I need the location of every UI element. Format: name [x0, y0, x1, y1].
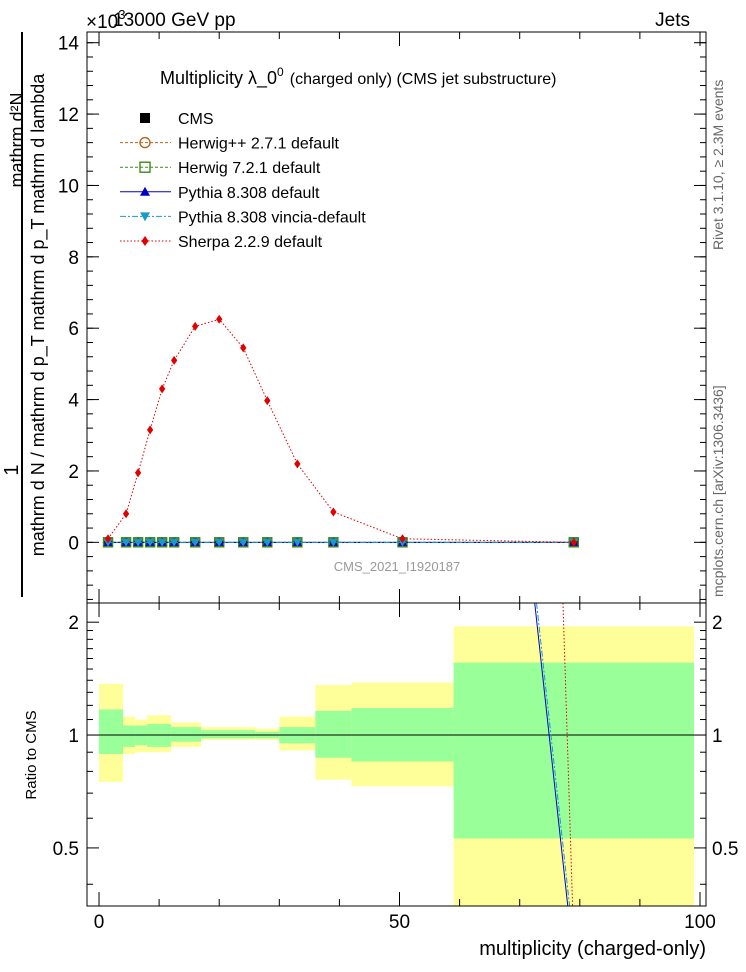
legend-label: CMS — [178, 111, 214, 128]
ratio-y-axis-label: Ratio to CMS — [23, 710, 40, 799]
ratio-band-inner — [201, 730, 256, 739]
data-point — [330, 507, 337, 517]
y-tick-label: 6 — [68, 319, 79, 340]
data-point — [140, 113, 150, 123]
legend: CMS Herwig++ 2.7.1 default Herwig 7.2.1 de… — [120, 111, 366, 251]
x-tick-label: 100 — [684, 912, 716, 933]
mcplots-label: mcplots.cern.ch [arXiv:1306.3436] — [710, 385, 726, 597]
legend-entry: Sherpa 2.2.9 default — [120, 234, 323, 251]
data-point — [169, 538, 179, 547]
data-point — [134, 468, 142, 478]
data-point — [399, 534, 406, 544]
data-point — [328, 538, 338, 547]
legend-label: Pythia 8.308 default — [178, 185, 320, 202]
main-y-axis-label: 1 mathrm d²N mathrm d N / mathrm d p_T m… — [1, 32, 49, 597]
data-point — [262, 538, 272, 547]
legend-label: Herwig 7.2.1 default — [178, 160, 321, 177]
y-tick-label: 8 — [68, 248, 79, 269]
legend-entry: Pythia 8.308 vincia-default — [120, 209, 366, 226]
ratio-plot-frame — [86, 602, 707, 907]
data-point — [190, 538, 200, 547]
ratio-y-tick-label: 0.5 — [53, 839, 79, 860]
rivet-version-label: Rivet 3.1.10, ≥ 2.3M events — [710, 80, 726, 250]
data-point — [192, 321, 199, 331]
ratio-line — [534, 602, 569, 907]
y-tick-label: 14 — [58, 34, 80, 55]
data-point — [121, 538, 131, 547]
energy-label: 13000 GeV pp — [113, 10, 236, 31]
series-line — [107, 318, 574, 543]
ratio-line-layer — [534, 602, 574, 907]
legend-label: Sherpa 2.2.9 default — [178, 234, 323, 251]
main-series-layer — [102, 314, 579, 548]
series-pythia-8-308-vincia-default — [103, 538, 579, 547]
y-tick-label: 0 — [68, 533, 79, 554]
ratio-line — [562, 602, 574, 907]
ratio-y-tick-label: 1 — [68, 726, 79, 747]
x-axis-label: multiplicity (charged-only) — [479, 938, 706, 960]
data-point — [146, 425, 154, 435]
legend-label: Pythia 8.308 vincia-default — [178, 209, 366, 226]
legend-entry: CMS — [140, 111, 214, 128]
data-point — [141, 236, 149, 246]
data-point — [157, 538, 167, 547]
y-tick-label: 4 — [68, 391, 79, 412]
ylabel-prefix: 1 — [1, 464, 23, 475]
ratio-band-inner — [171, 727, 202, 742]
ylabel-numerator: mathrm d²N — [7, 92, 27, 187]
y-tick-label: 2 — [68, 462, 79, 483]
legend-entry: Pythia 8.308 default — [120, 185, 320, 202]
ratio-y-tick-label-right: 2 — [712, 613, 723, 634]
data-point — [238, 538, 248, 547]
y-tick-label: 12 — [58, 105, 79, 126]
series-sherpa-2-2-9-default — [104, 314, 577, 547]
exponent-label: ×103 — [86, 7, 125, 33]
category-label: Jets — [655, 10, 690, 31]
y-tick-label: 10 — [58, 176, 79, 197]
ylabel-denominator-outer: mathrm d N / mathrm d p_T mathrm d p_T m… — [28, 73, 49, 556]
data-point — [122, 509, 130, 519]
ratio-y-tick-label-right: 1 — [712, 726, 723, 747]
data-point — [104, 534, 112, 544]
data-point — [264, 396, 271, 406]
data-point — [145, 538, 155, 547]
data-point — [216, 314, 223, 324]
data-point — [139, 161, 151, 173]
ratio-band-layer — [87, 626, 706, 906]
ratio-y-tick-label-right: 0.5 — [712, 839, 738, 860]
data-point — [294, 459, 301, 469]
data-point — [158, 384, 166, 394]
legend-entry: Herwig 7.2.1 default — [120, 160, 321, 177]
ratio-band-inner — [453, 662, 694, 839]
x-tick-label: 50 — [389, 912, 410, 933]
data-point — [570, 537, 577, 547]
data-point — [139, 136, 151, 149]
ratio-line — [536, 602, 571, 907]
data-point — [133, 538, 143, 547]
data-point — [292, 538, 302, 547]
ratio-band-inner — [123, 725, 136, 747]
plot-title: Multiplicity λ_00 (charged only) (CMS jet… — [160, 65, 557, 89]
data-point — [170, 355, 178, 365]
data-point — [140, 212, 150, 222]
main-axis-ticks: 0 2 4 6 8 10 12 14 — [58, 32, 706, 603]
ratio-band-inner — [99, 709, 124, 755]
legend-entry: Herwig++ 2.7.1 default — [120, 136, 340, 153]
ratio-y-tick-label: 2 — [68, 613, 79, 634]
ratio-band-inner — [315, 710, 352, 758]
data-point — [214, 538, 224, 547]
watermark-label: CMS_2021_I1920187 — [334, 559, 461, 574]
data-point — [140, 186, 150, 196]
data-point — [240, 343, 247, 353]
x-tick-label: 0 — [94, 912, 105, 933]
legend-label: Herwig++ 2.7.1 default — [178, 136, 340, 153]
ratio-axis-ticks: 0.5 0.5 1 1 2 2 0 50 100 — [53, 603, 738, 933]
